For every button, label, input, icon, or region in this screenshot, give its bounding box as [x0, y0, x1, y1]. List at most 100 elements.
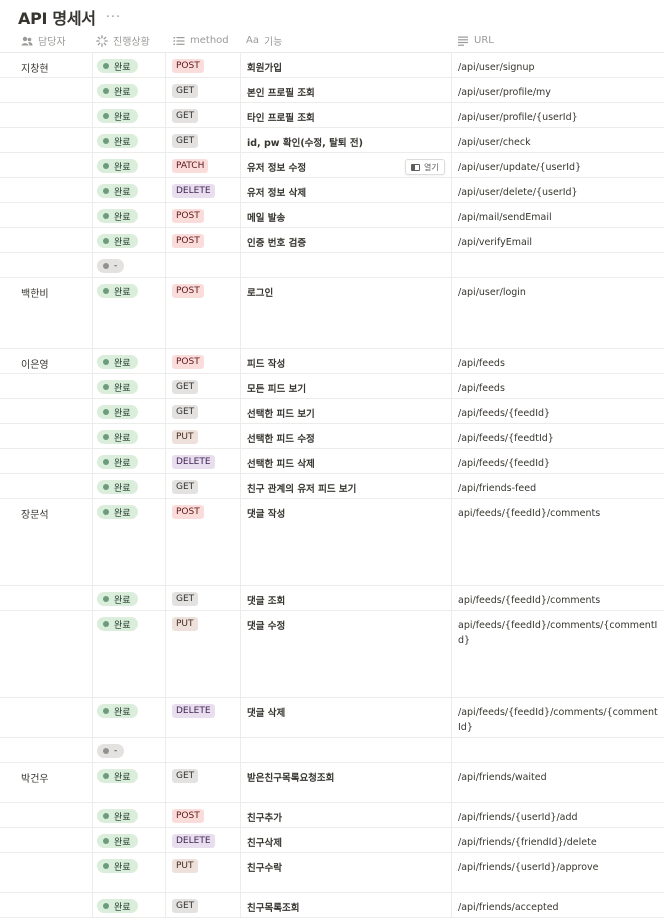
url-cell[interactable]: /api/friends/{userId}/add	[451, 803, 664, 827]
method-tag[interactable]: POST	[172, 355, 204, 369]
feature-cell[interactable]: 모든 피드 보기	[240, 374, 451, 398]
status-badge[interactable]: 완료	[97, 84, 138, 98]
feature-title[interactable]: 친구 관계의 유저 피드 보기	[247, 484, 357, 495]
status-cell[interactable]: 완료	[92, 424, 165, 448]
url-cell[interactable]: /api/feeds/{feedtId}	[451, 424, 664, 448]
method-cell[interactable]: DELETE	[165, 178, 240, 202]
url-cell[interactable]: api/feeds/{feedId}/comments/{commentId}	[451, 611, 664, 697]
feature-title[interactable]: id, pw 확인(수정, 탈퇴 전)	[247, 138, 363, 149]
feature-title[interactable]: 모든 피드 보기	[247, 384, 307, 395]
method-tag[interactable]: GET	[172, 134, 199, 148]
table-row[interactable]: 완료 POST 인증 번호 검증/api/verifyEmail	[0, 228, 664, 253]
feature-title[interactable]: 선택한 피드 삭제	[247, 459, 315, 470]
method-tag[interactable]: POST	[172, 209, 204, 223]
method-cell[interactable]: POST	[165, 499, 240, 585]
feature-title[interactable]: 유저 정보 수정	[247, 163, 307, 174]
open-button[interactable]: 열기	[405, 159, 445, 175]
status-cell[interactable]: 완료	[92, 499, 165, 585]
method-tag[interactable]: GET	[172, 480, 199, 494]
feature-title[interactable]: 본인 프로필 조회	[247, 88, 315, 99]
table-row[interactable]: 완료 POST 친구추가/api/friends/{userId}/add	[0, 803, 664, 828]
feature-cell[interactable]: 댓글 조회	[240, 586, 451, 610]
column-header-method[interactable]: method	[173, 28, 229, 53]
feature-title[interactable]: 타인 프로필 조회	[247, 113, 315, 124]
method-cell[interactable]: GET	[165, 893, 240, 917]
url-cell[interactable]: /api/mail/sendEmail	[451, 203, 664, 227]
feature-title[interactable]: 피드 작성	[247, 359, 286, 370]
column-header-url[interactable]: URL	[457, 28, 494, 53]
table-row[interactable]: 지창현 완료 POST 회원가입/api/user/signup	[0, 53, 664, 78]
status-badge[interactable]: 완료	[97, 809, 138, 823]
method-cell[interactable]: PUT	[165, 611, 240, 697]
table-row[interactable]: 완료 DELETE 친구삭제/api/friends/{friendId}/dele…	[0, 828, 664, 853]
feature-cell[interactable]: 유저 정보 수정	[240, 153, 451, 177]
method-cell[interactable]: POST	[165, 53, 240, 77]
column-header-status[interactable]: 진행상황	[96, 28, 150, 53]
table-row[interactable]: 완료 GET 본인 프로필 조회/api/user/profile/my	[0, 78, 664, 103]
owner-cell[interactable]	[0, 424, 92, 448]
feature-cell[interactable]: 받은친구목록요청조회	[240, 763, 451, 802]
status-badge[interactable]: 완료	[97, 834, 138, 848]
table-row[interactable]: 박건우 완료 GET 받은친구목록요청조회/api/friends/waited	[0, 763, 664, 803]
status-cell[interactable]: 완료	[92, 611, 165, 697]
status-badge[interactable]: -	[97, 259, 125, 273]
table-row[interactable]: 완료 GET 댓글 조회 api/feeds/{feedId}/comments	[0, 586, 664, 611]
feature-cell[interactable]: 피드 작성	[240, 349, 451, 373]
method-tag[interactable]: POST	[172, 809, 204, 823]
column-header-feature[interactable]: Aa 기능	[246, 28, 282, 53]
method-tag[interactable]: GET	[172, 769, 199, 783]
method-tag[interactable]: GET	[172, 380, 199, 394]
table-row[interactable]: 완료 GET 선택한 피드 보기/api/feeds/{feedId}	[0, 399, 664, 424]
feature-title[interactable]: 친구수락	[247, 863, 282, 874]
url-cell[interactable]	[451, 253, 664, 277]
status-cell[interactable]: 완료	[92, 474, 165, 498]
owner-cell[interactable]	[0, 178, 92, 202]
method-tag[interactable]: PATCH	[172, 159, 209, 173]
status-badge[interactable]: 완료	[97, 284, 138, 298]
method-cell[interactable]	[165, 738, 240, 762]
table-row[interactable]: 완료 GET 모든 피드 보기/api/feeds	[0, 374, 664, 399]
status-cell[interactable]: 완료	[92, 828, 165, 852]
table-row[interactable]: 완료 DELETE 선택한 피드 삭제/api/feeds/{feedId}	[0, 449, 664, 474]
status-cell[interactable]: 완료	[92, 153, 165, 177]
owner-cell[interactable]: 이은영	[0, 349, 92, 373]
method-tag[interactable]: DELETE	[172, 834, 215, 848]
owner-cell[interactable]	[0, 853, 92, 892]
status-cell[interactable]: 완료	[92, 399, 165, 423]
status-cell[interactable]: 완료	[92, 803, 165, 827]
feature-title[interactable]: 댓글 수정	[247, 621, 286, 632]
status-badge[interactable]: 완료	[97, 455, 138, 469]
owner-cell[interactable]	[0, 893, 92, 917]
status-badge[interactable]: 완료	[97, 355, 138, 369]
feature-title[interactable]: 친구삭제	[247, 838, 282, 849]
method-tag[interactable]: DELETE	[172, 455, 215, 469]
table-row[interactable]: 완료 POST 메일 발송/api/mail/sendEmail	[0, 203, 664, 228]
url-cell[interactable]: api/feeds/{feedId}/comments	[451, 586, 664, 610]
feature-title[interactable]: 댓글 삭제	[247, 708, 286, 719]
status-cell[interactable]: 완료	[92, 278, 165, 348]
method-tag[interactable]: DELETE	[172, 704, 215, 718]
column-header-owner[interactable]: 담당자	[21, 28, 66, 53]
table-row[interactable]: 완료 PUT 댓글 수정 api/feeds/{feedId}/comments/{c…	[0, 611, 664, 698]
feature-cell[interactable]: 친구추가	[240, 803, 451, 827]
feature-title[interactable]: 회원가입	[247, 63, 282, 74]
owner-cell[interactable]	[0, 399, 92, 423]
method-tag[interactable]: POST	[172, 234, 204, 248]
feature-cell[interactable]: 회원가입	[240, 53, 451, 77]
method-cell[interactable]	[165, 253, 240, 277]
status-cell[interactable]: 완료	[92, 178, 165, 202]
table-row[interactable]: 백한비 완료 POST 로그인/api/user/login	[0, 278, 664, 349]
feature-cell[interactable]: 선택한 피드 보기	[240, 399, 451, 423]
feature-cell[interactable]: 친구수락	[240, 853, 451, 892]
owner-cell[interactable]	[0, 586, 92, 610]
method-cell[interactable]: PATCH	[165, 153, 240, 177]
status-cell[interactable]: -	[92, 253, 165, 277]
method-tag[interactable]: PUT	[172, 859, 198, 873]
feature-cell[interactable]: 인증 번호 검증	[240, 228, 451, 252]
url-cell[interactable]: /api/user/signup	[451, 53, 664, 77]
status-cell[interactable]: 완료	[92, 449, 165, 473]
status-cell[interactable]: 완료	[92, 893, 165, 917]
status-cell[interactable]: -	[92, 738, 165, 762]
owner-cell[interactable]	[0, 253, 92, 277]
feature-cell[interactable]: 타인 프로필 조회	[240, 103, 451, 127]
